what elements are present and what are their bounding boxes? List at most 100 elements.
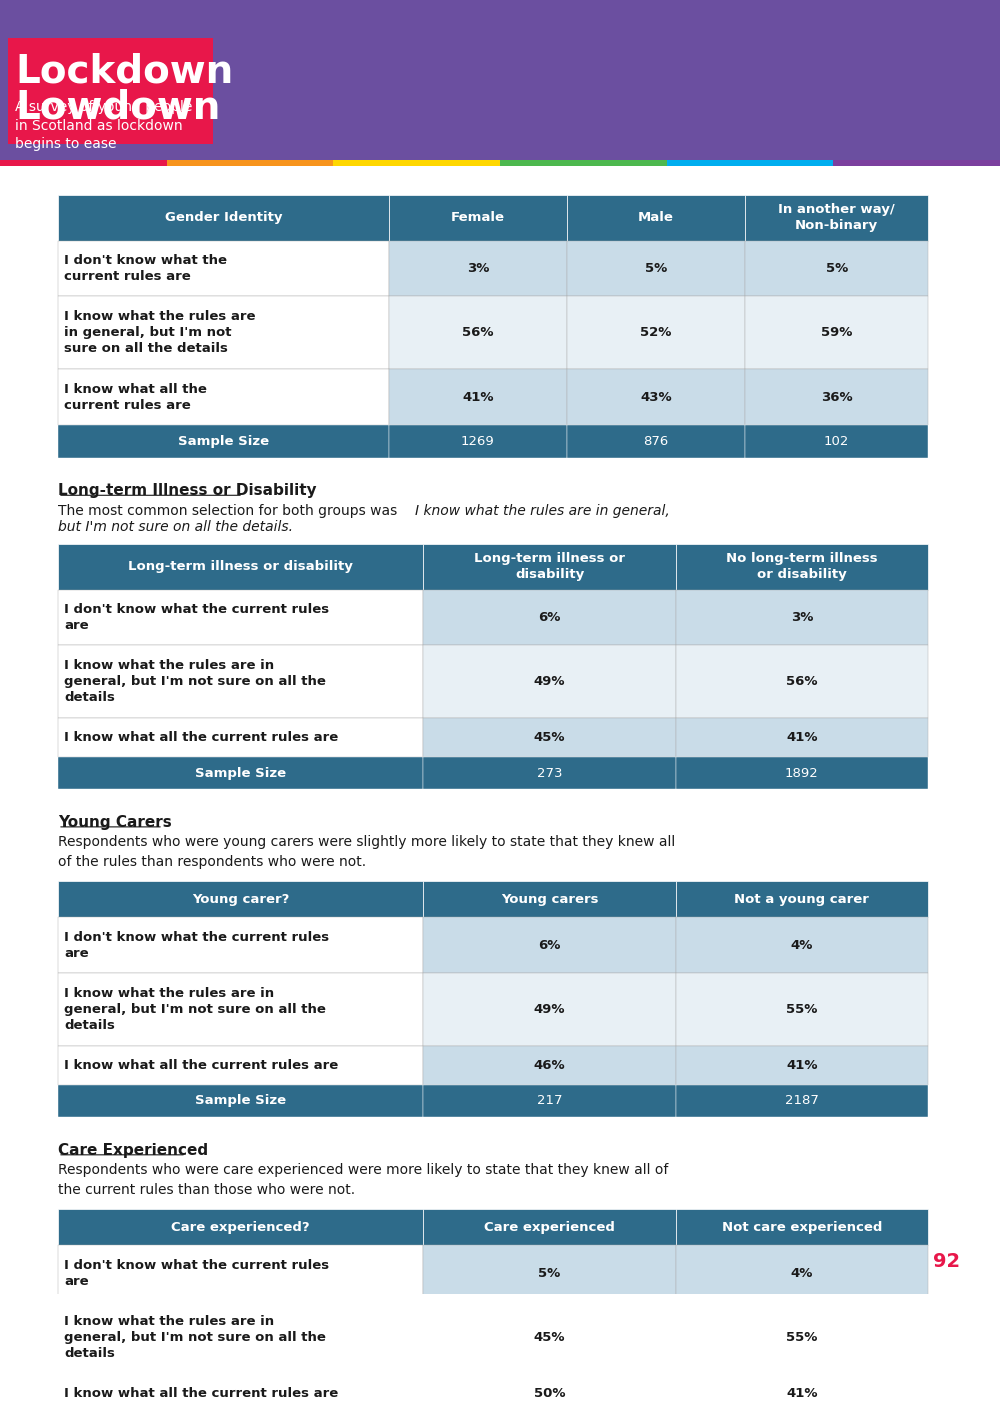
Text: 217: 217 <box>537 1094 562 1107</box>
Text: 4%: 4% <box>791 939 813 952</box>
Bar <box>58 756 423 789</box>
Bar <box>58 590 423 645</box>
Text: Sample Size: Sample Size <box>195 1094 286 1107</box>
Bar <box>0 160 167 165</box>
Text: 41%: 41% <box>462 390 494 404</box>
Bar <box>423 1209 676 1246</box>
Text: 56%: 56% <box>462 327 494 339</box>
Bar <box>676 1246 928 1301</box>
Text: 5%: 5% <box>645 262 667 274</box>
Text: 50%: 50% <box>534 1387 565 1400</box>
Bar <box>423 918 676 973</box>
Bar <box>676 1209 928 1246</box>
Bar <box>567 195 745 240</box>
Text: I don't know what the current rules
are: I don't know what the current rules are <box>64 1258 329 1288</box>
Bar <box>423 973 676 1046</box>
Text: 49%: 49% <box>534 676 565 689</box>
Text: Female: Female <box>451 211 505 225</box>
Bar <box>745 195 928 240</box>
Text: 45%: 45% <box>534 731 565 744</box>
Bar <box>389 195 567 240</box>
Bar <box>0 0 1000 160</box>
Text: In another way/
Non-binary: In another way/ Non-binary <box>778 204 895 232</box>
Bar <box>58 369 389 426</box>
Bar <box>58 1209 423 1246</box>
Text: I know what the rules are in general,: I know what the rules are in general, <box>415 503 670 518</box>
Bar <box>745 240 928 297</box>
Text: 36%: 36% <box>821 390 852 404</box>
Bar <box>58 297 389 369</box>
Bar <box>58 240 389 297</box>
Bar <box>676 756 928 789</box>
Bar <box>58 918 423 973</box>
Text: Care experienced?: Care experienced? <box>171 1220 310 1233</box>
Bar <box>58 426 389 458</box>
Text: I know what all the current rules are: I know what all the current rules are <box>64 731 338 744</box>
Text: Young carer?: Young carer? <box>192 892 289 906</box>
Bar <box>8 38 213 144</box>
Text: Long-term illness or
disability: Long-term illness or disability <box>474 551 625 581</box>
Text: Young Carers: Young Carers <box>58 814 172 830</box>
Bar <box>423 1046 676 1085</box>
Text: 6%: 6% <box>538 611 561 624</box>
Bar <box>58 544 423 590</box>
Text: I know what the rules are in
general, but I'm not sure on all the
details: I know what the rules are in general, bu… <box>64 1315 326 1360</box>
Text: 3%: 3% <box>791 611 813 624</box>
Bar <box>676 918 928 973</box>
Text: I know what all the current rules are: I know what all the current rules are <box>64 1387 338 1400</box>
Text: 56%: 56% <box>786 676 818 689</box>
Bar <box>567 369 745 426</box>
Text: 55%: 55% <box>786 1003 818 1017</box>
Bar <box>676 1301 928 1374</box>
Bar <box>58 1246 423 1301</box>
Text: 1892: 1892 <box>785 766 819 779</box>
Bar <box>676 973 928 1046</box>
Bar <box>745 426 928 458</box>
Text: 43%: 43% <box>640 390 672 404</box>
Text: Not care experienced: Not care experienced <box>722 1220 882 1233</box>
Bar <box>333 160 500 165</box>
Text: 55%: 55% <box>786 1331 818 1345</box>
Text: 5%: 5% <box>826 262 848 274</box>
Bar <box>58 718 423 756</box>
Bar <box>423 756 676 789</box>
Bar <box>676 1085 928 1117</box>
Text: 3%: 3% <box>467 262 489 274</box>
Text: Respondents who were care experienced were more likely to state that they knew a: Respondents who were care experienced we… <box>58 1164 668 1196</box>
Bar <box>676 718 928 756</box>
Bar <box>676 1046 928 1085</box>
Text: I don't know what the current rules
are: I don't know what the current rules are <box>64 602 329 632</box>
Text: but I'm not sure on all the details.: but I'm not sure on all the details. <box>58 520 293 534</box>
Bar <box>676 544 928 590</box>
Text: Long-term Illness or Disability: Long-term Illness or Disability <box>58 484 317 498</box>
Bar <box>58 973 423 1046</box>
Text: 41%: 41% <box>786 1059 818 1072</box>
Text: I don't know what the
current rules are: I don't know what the current rules are <box>64 255 227 283</box>
Bar <box>389 240 567 297</box>
Bar <box>423 1413 676 1414</box>
Text: I know what the rules are in
general, but I'm not sure on all the
details: I know what the rules are in general, bu… <box>64 659 326 704</box>
Bar <box>745 369 928 426</box>
Bar <box>58 1374 423 1413</box>
Text: No long-term illness
or disability: No long-term illness or disability <box>726 551 878 581</box>
Text: A survey of young people
in Scotland as lockdown
begins to ease: A survey of young people in Scotland as … <box>15 100 192 151</box>
Text: 46%: 46% <box>534 1059 565 1072</box>
Bar <box>423 1374 676 1413</box>
Bar <box>167 160 333 165</box>
Text: I don't know what the current rules
are: I don't know what the current rules are <box>64 930 329 960</box>
Bar <box>745 297 928 369</box>
Text: Lowdown: Lowdown <box>15 89 220 127</box>
Bar <box>58 195 389 240</box>
Bar <box>676 645 928 718</box>
Bar <box>389 297 567 369</box>
Text: 59%: 59% <box>821 327 852 339</box>
Bar <box>423 544 676 590</box>
Bar <box>567 240 745 297</box>
Text: Young carers: Young carers <box>501 892 598 906</box>
Text: Care Experienced: Care Experienced <box>58 1143 208 1158</box>
Bar <box>423 645 676 718</box>
Bar <box>676 881 928 918</box>
Text: 102: 102 <box>824 436 849 448</box>
Text: 1269: 1269 <box>461 436 495 448</box>
Bar <box>833 160 1000 165</box>
